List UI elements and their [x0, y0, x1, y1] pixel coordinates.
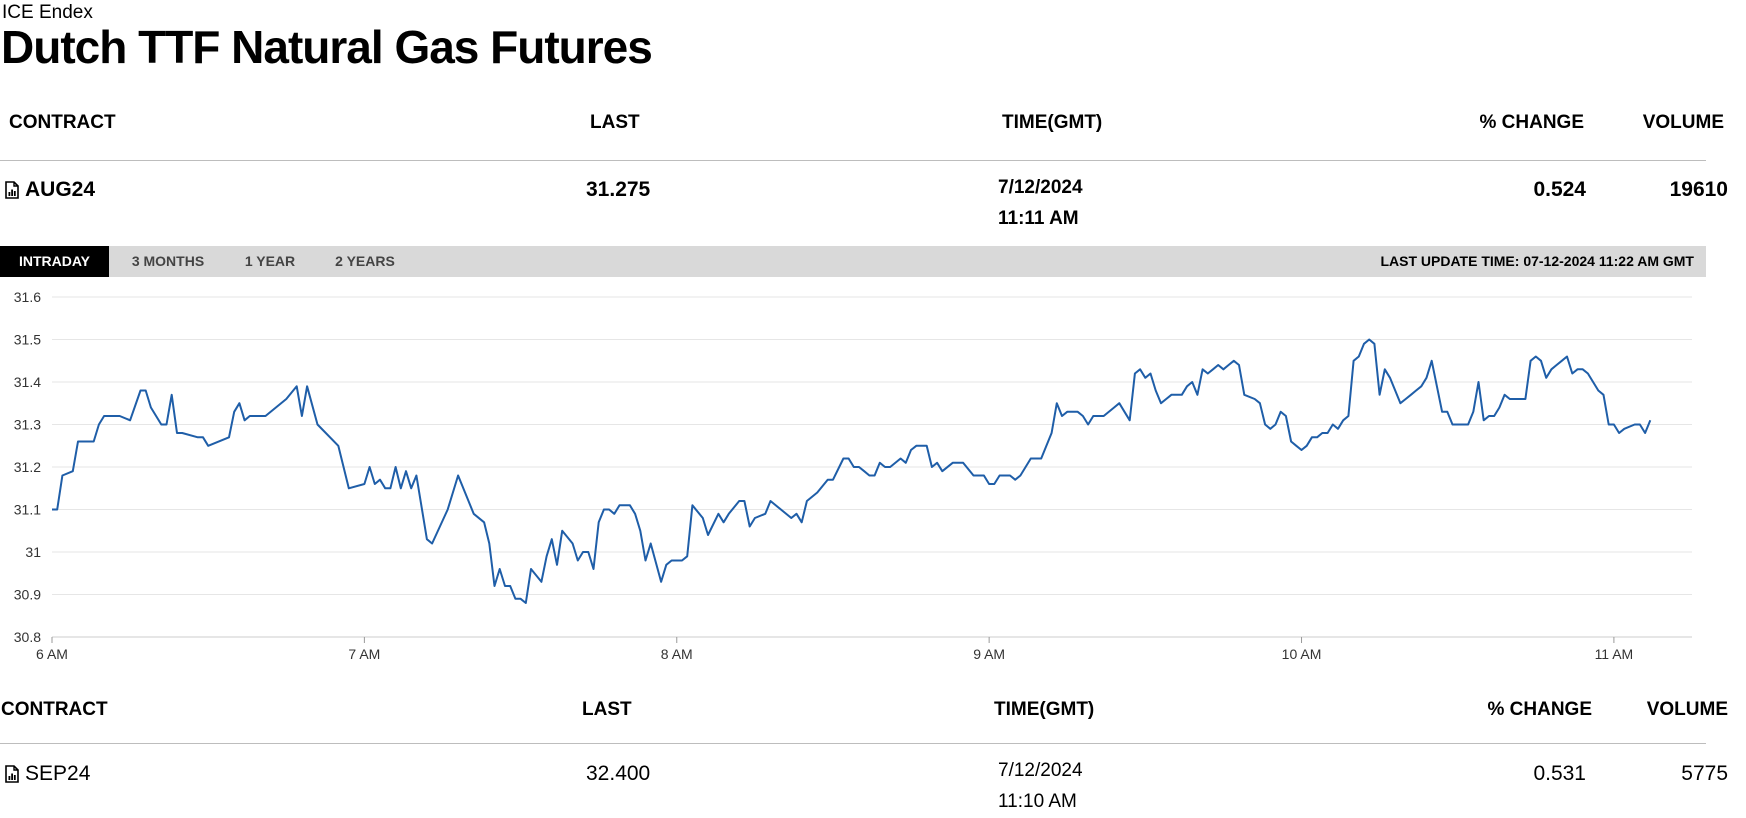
table-row[interactable]: SEP24: [5, 762, 90, 786]
x-tick-label: 9 AM: [973, 646, 1005, 662]
header-last: LAST: [582, 699, 632, 720]
document-chart-icon[interactable]: [5, 765, 19, 783]
header-volume: VOLUME: [1646, 699, 1728, 720]
header-time: TIME(GMT): [994, 699, 1095, 720]
x-tick-label: 7 AM: [348, 646, 380, 662]
last-price: 31.275: [586, 178, 651, 201]
percent-change: 0.524: [1533, 178, 1586, 201]
x-tick-label: 11 AM: [1595, 646, 1634, 662]
exchange-name: ICE Endex: [2, 2, 93, 23]
table-divider: [0, 160, 1706, 161]
last-price: 32.400: [586, 762, 651, 785]
page-title: Dutch TTF Natural Gas Futures: [1, 21, 653, 73]
tab-1-year[interactable]: 1 YEAR: [244, 253, 296, 269]
table-divider: [0, 743, 1706, 744]
header-time: TIME(GMT): [1002, 112, 1103, 133]
tab-intraday[interactable]: INTRADAY: [0, 246, 109, 277]
trade-date: 7/12/2024: [998, 760, 1083, 781]
price-series-line: [52, 338, 1652, 604]
tab-2-years[interactable]: 2 YEARS: [335, 253, 395, 269]
y-tick-label: 30.9: [14, 587, 41, 603]
header-contract: CONTRACT: [1, 699, 108, 720]
chart-tab-bar: INTRADAY 3 MONTHS 1 YEAR 2 YEARS LAST UP…: [0, 246, 1706, 277]
y-tick-label: 31.3: [14, 417, 41, 433]
header-contract: CONTRACT: [9, 112, 116, 133]
trade-date: 7/12/2024: [998, 177, 1083, 198]
y-tick-label: 30.8: [14, 629, 41, 645]
header-change: % CHANGE: [1479, 112, 1584, 133]
contract-name[interactable]: AUG24: [25, 178, 96, 201]
y-tick-label: 31.4: [14, 374, 41, 390]
intraday-price-chart: 31.6 31.5 31.4 31.3 31.2 31.1 31 30.9 30.86 AM 7 …: [14, 289, 1692, 662]
y-tick-label: 31: [25, 544, 41, 560]
header-last: LAST: [590, 112, 640, 133]
y-tick-label: 31.6: [14, 289, 41, 305]
contract-name[interactable]: SEP24: [25, 762, 91, 785]
y-tick-label: 31.5: [14, 332, 41, 348]
trade-time: 11:10 AM: [998, 791, 1077, 812]
volume-value: 5775: [1681, 762, 1728, 785]
table-row[interactable]: AUG24: [5, 178, 95, 202]
x-tick-label: 10 AM: [1282, 646, 1322, 662]
header-volume: VOLUME: [1642, 112, 1724, 133]
y-tick-label: 31.2: [14, 459, 41, 475]
last-update-time: LAST UPDATE TIME: 07-12-2024 11:22 AM GM…: [1380, 253, 1694, 269]
tab-3-months[interactable]: 3 MONTHS: [131, 253, 205, 269]
x-tick-label: 8 AM: [661, 646, 693, 662]
volume-value: 19610: [1669, 178, 1728, 201]
y-tick-label: 31.1: [14, 502, 41, 518]
header-change: % CHANGE: [1487, 699, 1592, 720]
document-chart-icon[interactable]: [5, 181, 19, 199]
x-tick-label: 6 AM: [36, 646, 68, 662]
percent-change: 0.531: [1533, 762, 1586, 785]
trade-time: 11:11 AM: [998, 208, 1079, 229]
